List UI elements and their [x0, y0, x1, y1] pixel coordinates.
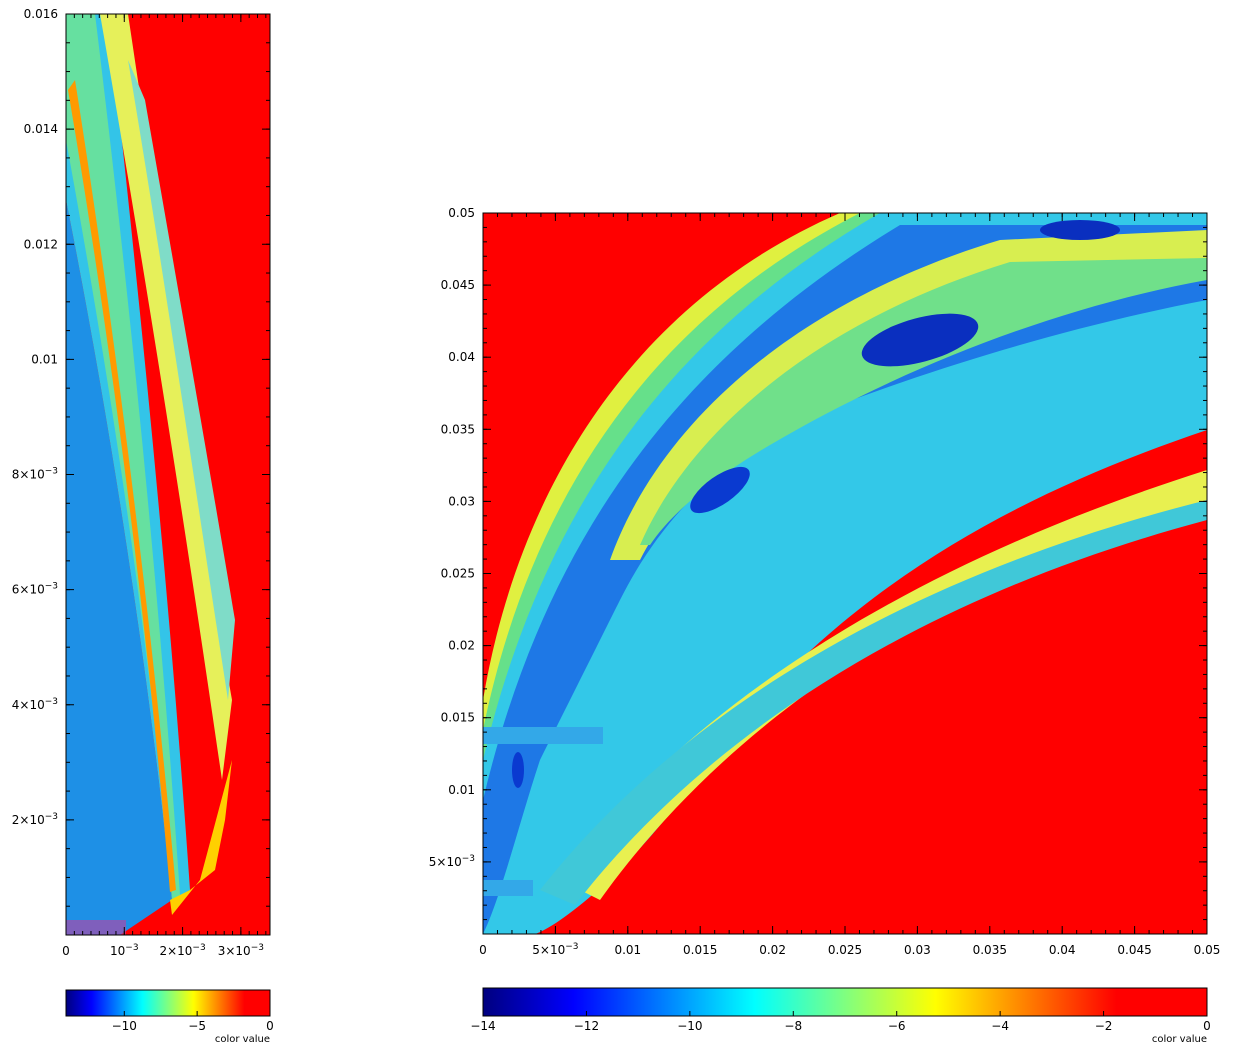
- y-tick-label: 6×10−3: [12, 582, 58, 597]
- left-blue-region: [66, 200, 172, 935]
- y-tick-label: 0.03: [448, 494, 475, 508]
- y-tick-label: 0.02: [448, 639, 475, 653]
- x-tick-label: 0.01: [614, 943, 641, 957]
- x-tick-label: 10−3: [110, 943, 139, 958]
- right-lower-cyan-band: [540, 500, 1207, 905]
- right-axes: 0 5×10−3 0.01 0.015 0.02 0.025 0.03 0.035 0.04 0.…: [429, 206, 1221, 957]
- left-colorbar: [65, 989, 271, 1017]
- colorbar-tick-label: −10: [112, 1019, 137, 1033]
- y-tick-label: 4×10−3: [12, 697, 58, 712]
- y-tick-label: 8×10−3: [12, 467, 58, 482]
- y-tick-label: 0.01: [31, 352, 58, 366]
- left-colorbar-ticks: −10 −5 0: [112, 1011, 274, 1033]
- x-tick-label: 0.04: [1049, 943, 1076, 957]
- colorbar-tick-label: −2: [1095, 1019, 1113, 1033]
- x-tick-label: 0.025: [828, 943, 862, 957]
- left-colorbar-label: color value: [215, 1034, 270, 1045]
- y-tick-label: 0.035: [441, 422, 475, 436]
- colorbar-tick-label: 0: [1203, 1019, 1211, 1033]
- x-tick-label: 0.02: [759, 943, 786, 957]
- left-axes: 0 10−3 2×10−3 3×10−3 2×10−3 4×10−3 6×10−3 8×10−…: [12, 7, 270, 958]
- x-tick-label: 0.05: [1194, 943, 1221, 957]
- colorbar-tick-label: 0: [266, 1019, 274, 1033]
- y-tick-label: 0.015: [441, 711, 475, 725]
- right-artifact-bar-1: [483, 727, 603, 744]
- y-tick-label: 0.016: [24, 7, 58, 21]
- right-dark-spot-3: [1040, 220, 1120, 240]
- right-cyan-layer: [483, 213, 1207, 934]
- y-tick-label: 0.014: [24, 122, 58, 136]
- right-dark-spot-4: [512, 752, 524, 788]
- y-tick-label: 0.04: [448, 350, 475, 364]
- x-tick-label: 0: [62, 944, 70, 958]
- colorbar-tick-label: −12: [574, 1019, 599, 1033]
- right-colorbar-ticks: −14 −12 −10 −8 −6 −4 −2 0: [470, 1011, 1211, 1033]
- right-artifact-bar-2: [483, 880, 533, 896]
- y-tick-label: 0.045: [441, 278, 475, 292]
- colorbar-tick-label: −4: [991, 1019, 1009, 1033]
- right-colorbar: [482, 987, 1208, 1017]
- colorbar-tick-label: −8: [784, 1019, 802, 1033]
- right-heatmap: [483, 213, 1207, 934]
- right-lower-yellow-band: [560, 470, 1207, 900]
- x-tick-label: 2×10−3: [159, 943, 205, 958]
- left-bottom-patch: [66, 920, 126, 935]
- x-tick-label: 0.03: [904, 943, 931, 957]
- x-tick-label: 0.035: [973, 943, 1007, 957]
- colorbar-tick-label: −5: [188, 1019, 206, 1033]
- y-tick-label: 0.012: [24, 237, 58, 251]
- left-lower-tail: [170, 760, 232, 915]
- y-tick-label: 2×10−3: [12, 812, 58, 827]
- y-tick-label: 0.05: [448, 206, 475, 220]
- x-tick-label: 0.045: [1117, 943, 1151, 957]
- y-tick-label: 5×10−3: [429, 854, 475, 869]
- x-tick-label: 0.015: [683, 943, 717, 957]
- colorbar-tick-label: −6: [888, 1019, 906, 1033]
- right-inner-fold-green: [640, 258, 1207, 545]
- colorbar-tick-label: −10: [677, 1019, 702, 1033]
- left-right-streak: [128, 60, 235, 700]
- y-tick-label: 0.01: [448, 783, 475, 797]
- colorbar-tick-label: −14: [470, 1019, 495, 1033]
- left-yellow-band: [100, 14, 232, 780]
- x-tick-label: 3×10−3: [218, 943, 264, 958]
- x-tick-label: 5×10−3: [532, 942, 578, 957]
- left-orange-streak: [68, 80, 176, 892]
- right-colorbar-label: color value: [1152, 1034, 1207, 1045]
- left-heatmap: [66, 14, 270, 935]
- y-tick-label: 0.025: [441, 567, 475, 581]
- right-dark-spot-2: [690, 466, 750, 514]
- x-tick-label: 0: [479, 943, 487, 957]
- right-dark-spot-1: [861, 313, 979, 367]
